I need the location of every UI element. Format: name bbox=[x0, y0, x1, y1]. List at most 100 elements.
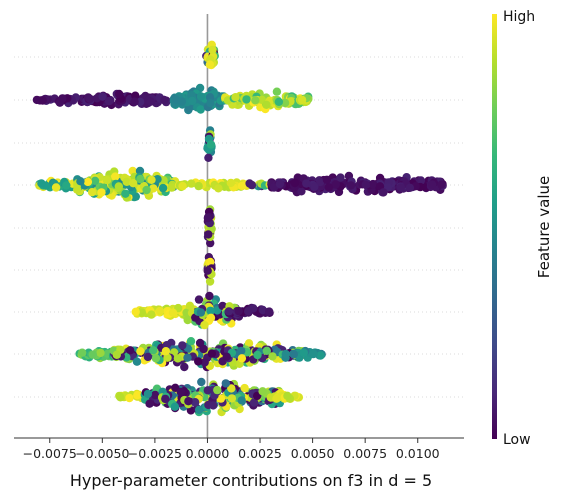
data-point bbox=[194, 357, 203, 366]
data-point bbox=[188, 96, 197, 106]
data-point bbox=[247, 180, 257, 190]
colorbar-title: Feature value bbox=[535, 176, 553, 278]
data-point bbox=[368, 179, 378, 189]
data-point bbox=[125, 393, 134, 403]
x-ticks: −0.0075−0.0050−0.0025 0.0000 0.0025 0.0050 0… bbox=[23, 438, 440, 461]
data-point bbox=[206, 306, 215, 316]
x-tick-label: 0.0025 bbox=[238, 446, 282, 461]
data-point bbox=[205, 277, 215, 286]
data-point bbox=[206, 99, 215, 108]
data-point bbox=[322, 175, 332, 184]
data-point bbox=[262, 346, 271, 355]
colorbar-high-label: High bbox=[503, 9, 535, 25]
data-point bbox=[240, 383, 249, 393]
data-point bbox=[204, 153, 213, 162]
data-point bbox=[194, 405, 204, 414]
data-point bbox=[96, 348, 105, 358]
data-point bbox=[272, 394, 281, 403]
data-point bbox=[131, 307, 140, 316]
data-point bbox=[76, 177, 85, 186]
data-point bbox=[226, 178, 236, 188]
data-point bbox=[237, 181, 247, 191]
data-point bbox=[265, 307, 274, 316]
data-point bbox=[200, 358, 209, 367]
data-point bbox=[231, 93, 240, 102]
data-point bbox=[126, 346, 135, 355]
data-point bbox=[379, 188, 388, 197]
data-point bbox=[234, 306, 243, 316]
data-point bbox=[161, 394, 170, 404]
x-tick-label: 0.0000 bbox=[186, 446, 230, 461]
data-point bbox=[309, 349, 318, 359]
data-point bbox=[268, 352, 277, 361]
data-point bbox=[258, 305, 267, 315]
data-point bbox=[137, 308, 147, 317]
data-point bbox=[161, 347, 171, 356]
data-point bbox=[170, 402, 180, 411]
data-point bbox=[302, 179, 311, 188]
data-point bbox=[145, 399, 154, 408]
data-point bbox=[186, 337, 196, 346]
data-point bbox=[252, 391, 262, 401]
data-point bbox=[178, 341, 187, 350]
data-point bbox=[155, 306, 164, 316]
data-point bbox=[428, 180, 437, 189]
data-point bbox=[216, 394, 226, 403]
data-point bbox=[146, 97, 156, 106]
data-point bbox=[203, 213, 213, 223]
data-point bbox=[316, 177, 325, 187]
data-point bbox=[132, 357, 142, 366]
data-point bbox=[112, 350, 122, 359]
data-point bbox=[149, 346, 158, 355]
colorbar: High Low Feature value bbox=[492, 9, 553, 448]
data-point bbox=[149, 184, 158, 193]
data-point bbox=[178, 181, 187, 191]
data-point bbox=[88, 350, 98, 359]
data-point bbox=[135, 166, 145, 176]
data-point bbox=[163, 353, 172, 362]
x-tick-label: −0.0075 bbox=[23, 446, 77, 461]
data-point bbox=[227, 384, 236, 393]
data-point bbox=[206, 257, 215, 267]
data-point bbox=[262, 100, 271, 110]
data-point bbox=[90, 176, 100, 185]
data-points bbox=[32, 40, 447, 417]
data-point bbox=[200, 320, 209, 330]
data-point bbox=[227, 394, 237, 403]
data-point bbox=[130, 97, 139, 106]
data-point bbox=[142, 185, 151, 195]
data-point bbox=[405, 183, 415, 192]
data-point bbox=[62, 181, 71, 190]
data-point bbox=[297, 187, 306, 196]
data-point bbox=[98, 92, 107, 101]
data-point bbox=[203, 266, 212, 275]
data-point bbox=[396, 183, 405, 192]
data-point bbox=[244, 339, 254, 348]
data-point bbox=[85, 94, 95, 104]
data-point bbox=[143, 352, 153, 362]
data-point bbox=[183, 315, 192, 325]
x-tick-label: 0.0075 bbox=[343, 446, 387, 461]
data-point bbox=[275, 179, 285, 189]
x-axis-title: Hyper-parameter contributions on f3 in d… bbox=[70, 471, 432, 490]
data-point bbox=[176, 387, 186, 397]
data-point bbox=[147, 310, 156, 319]
data-point bbox=[209, 401, 218, 410]
data-point bbox=[37, 179, 46, 188]
data-point bbox=[206, 140, 216, 149]
colorbar-gradient bbox=[492, 14, 497, 439]
data-point bbox=[237, 396, 246, 405]
data-point bbox=[206, 313, 216, 322]
data-point bbox=[197, 377, 206, 387]
data-point bbox=[143, 389, 153, 399]
data-point bbox=[283, 391, 292, 400]
data-point bbox=[253, 350, 262, 360]
data-point bbox=[214, 184, 223, 193]
data-point bbox=[204, 230, 213, 239]
data-point bbox=[274, 97, 284, 107]
data-point bbox=[346, 181, 356, 190]
data-point bbox=[297, 95, 307, 105]
data-point bbox=[272, 87, 282, 96]
data-point bbox=[194, 295, 204, 304]
